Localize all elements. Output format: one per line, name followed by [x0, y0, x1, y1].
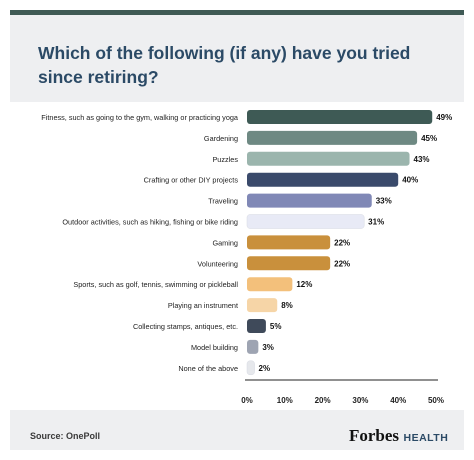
bar — [247, 130, 418, 145]
category-label: Volunteering — [197, 259, 238, 268]
x-tick-label: 50% — [428, 396, 444, 405]
value-label: 33% — [376, 197, 392, 206]
bar — [247, 172, 399, 187]
x-tick-label: 0% — [241, 396, 253, 405]
bar — [247, 339, 259, 354]
bar — [247, 151, 410, 166]
bar — [247, 277, 293, 292]
x-tick-label: 40% — [390, 396, 406, 405]
forbes-health-logo: Forbes HEALTH — [349, 426, 448, 446]
brand-sub: HEALTH — [403, 432, 449, 444]
value-label: 49% — [436, 113, 452, 122]
value-label: 45% — [421, 134, 437, 143]
brand-name: Forbes — [349, 426, 400, 445]
category-label: Puzzles — [212, 155, 238, 164]
category-label: Sports, such as golf, tennis, swimming o… — [73, 280, 238, 289]
category-label: Playing an instrument — [168, 301, 238, 310]
source-note: Source: OnePoll — [30, 431, 101, 441]
value-label: 22% — [334, 259, 350, 268]
x-tick-label: 20% — [315, 396, 331, 405]
category-label: Collecting stamps, antiques, etc. — [133, 322, 238, 331]
value-label: 22% — [334, 238, 350, 247]
value-label: 8% — [281, 301, 293, 310]
bar — [247, 110, 433, 124]
value-label: 12% — [296, 280, 312, 289]
category-label: Gardening — [204, 134, 238, 143]
bar — [247, 256, 331, 271]
bar — [247, 319, 266, 333]
category-label: Gaming — [212, 238, 238, 247]
category-label: None of the above — [178, 364, 238, 373]
category-label: Fitness, such as going to the gym, walki… — [41, 113, 239, 122]
x-tick-label: 30% — [352, 396, 368, 405]
category-label: Crafting or other DIY projects — [144, 176, 239, 185]
value-label: 31% — [368, 218, 384, 227]
bar — [246, 214, 365, 229]
value-label: 3% — [262, 343, 274, 352]
value-label: 5% — [270, 322, 282, 331]
value-label: 43% — [414, 155, 430, 164]
x-tick-label: 10% — [277, 396, 293, 405]
value-label: 40% — [402, 176, 418, 185]
value-label: 2% — [259, 364, 271, 373]
bar-chart: Fitness, such as going to the gym, walki… — [41, 110, 452, 405]
bar — [247, 298, 278, 313]
category-label: Model building — [191, 343, 238, 352]
bar — [247, 193, 372, 208]
bar — [247, 235, 331, 250]
bar — [246, 360, 255, 376]
category-label: Traveling — [208, 197, 238, 206]
chart-title: Which of the following (if any) have you… — [38, 43, 411, 87]
category-label: Outdoor activities, such as hiking, fish… — [62, 218, 238, 227]
